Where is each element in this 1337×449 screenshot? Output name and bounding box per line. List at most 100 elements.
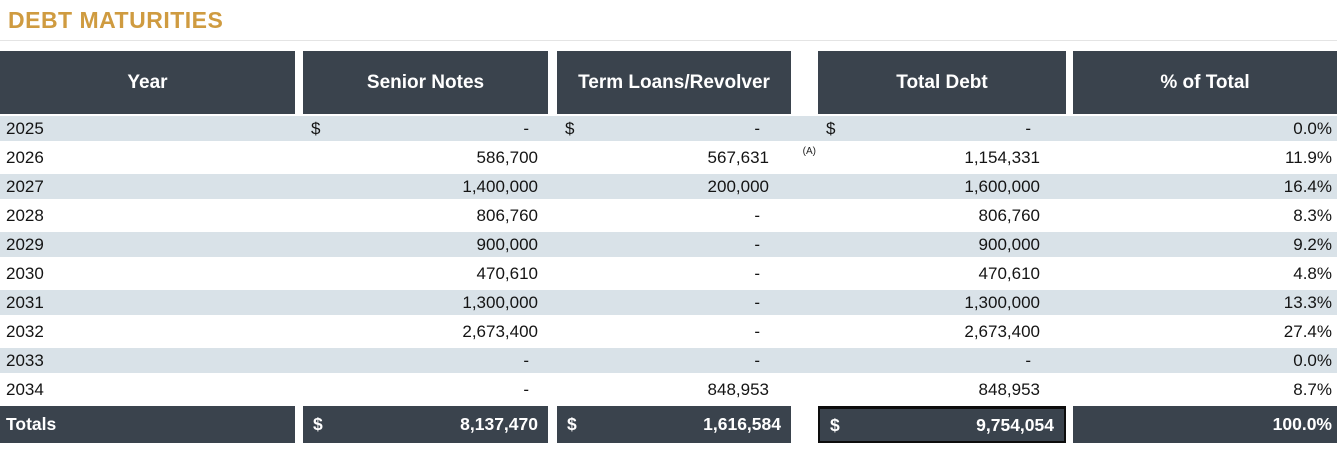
cell-value: 1,400,000 — [462, 176, 538, 196]
total-debt-cell: 1,600,000 — [818, 174, 1066, 199]
total-debt-cell: 900,000 — [818, 232, 1066, 257]
cell-value: 586,700 — [476, 147, 538, 167]
year-cell: 2026 — [6, 147, 44, 167]
senior-notes-cell: 1,400,000 — [303, 174, 548, 199]
senior-notes-cell: 2,673,400 — [303, 317, 548, 346]
header-pct-of-total: % of Total — [1073, 51, 1337, 114]
term-loans-cell: - — [557, 201, 791, 230]
year-cell: 2031 — [6, 292, 44, 312]
cell-value: 1,300,000 — [964, 292, 1040, 312]
pct-of-total-cell: 13.3% — [1283, 292, 1332, 312]
currency-symbol: $ — [311, 118, 321, 138]
total-debt-cell: $ - — [818, 116, 1066, 141]
senior-notes-cell: 806,760 — [303, 201, 548, 230]
senior-notes-cell: 586,700 — [303, 143, 548, 172]
cell-value: - — [523, 118, 529, 138]
total-debt-cell: 470,610 — [818, 259, 1066, 288]
year-cell: 2032 — [6, 321, 44, 341]
senior-notes-cell: 900,000 — [303, 232, 548, 257]
total-debt-cell: 1,154,331 — [818, 143, 1066, 172]
cell-value: - — [523, 379, 529, 399]
currency-symbol: $ — [565, 118, 575, 138]
cell-value: - — [754, 263, 760, 283]
term-loans-cell: - — [557, 348, 791, 373]
cell-value: 1,600,000 — [964, 176, 1040, 196]
term-loans-cell: - — [557, 290, 791, 315]
currency-symbol: $ — [830, 414, 840, 435]
year-cell: 2034 — [6, 379, 44, 399]
cell-value: 806,760 — [978, 205, 1040, 225]
term-loans-cell: 567,631 (A) — [557, 143, 816, 172]
year-cell: 2033 — [6, 350, 44, 370]
currency-symbol: $ — [313, 414, 323, 434]
header-total-debt: Total Debt — [818, 51, 1066, 114]
total-debt-cell: 848,953 — [818, 375, 1066, 404]
cell-value: - — [754, 234, 760, 254]
cell-value: - — [523, 350, 529, 370]
table-row: 2027 1,400,000 200,000 1,600,000 16.4% — [0, 172, 1337, 201]
pct-of-total-cell: 4.8% — [1293, 263, 1332, 283]
debt-maturities-table: Year Senior Notes Term Loans/Revolver To… — [0, 51, 1337, 443]
pct-of-total-cell: 8.3% — [1293, 205, 1332, 225]
cell-value: - — [754, 205, 760, 225]
totals-total-debt-cell: $ 9,754,054 — [818, 406, 1066, 443]
year-cell: 2029 — [6, 234, 44, 254]
header-term-loans-revolver: Term Loans/Revolver — [557, 51, 791, 114]
totals-label: Totals — [0, 406, 295, 443]
pct-of-total-cell: 0.0% — [1293, 118, 1332, 138]
cell-value: 9,754,054 — [976, 414, 1054, 435]
table-row: 2029 900,000 - 900,000 9.2% — [0, 230, 1337, 259]
table-header-row: Year Senior Notes Term Loans/Revolver To… — [0, 51, 1337, 114]
cell-value: - — [1025, 118, 1031, 138]
year-cell: 2030 — [6, 263, 44, 283]
currency-symbol: $ — [567, 414, 577, 434]
senior-notes-cell: - — [303, 348, 548, 373]
cell-value: 900,000 — [476, 234, 538, 254]
pct-of-total-cell: 16.4% — [1283, 176, 1332, 196]
term-loans-cell: - — [557, 317, 791, 346]
year-cell: 2025 — [6, 118, 44, 138]
title-divider — [0, 40, 1337, 41]
senior-notes-cell: 1,300,000 — [303, 290, 548, 315]
header-year: Year — [0, 51, 295, 114]
term-loans-cell: 848,953 — [557, 375, 791, 404]
cell-value: 470,610 — [978, 263, 1040, 283]
table-row: 2031 1,300,000 - 1,300,000 13.3% — [0, 288, 1337, 317]
pct-of-total-cell: 11.9% — [1285, 147, 1332, 167]
page-title: DEBT MATURITIES — [8, 7, 224, 33]
senior-notes-cell: $ - — [303, 116, 548, 141]
footnote-marker: (A) — [802, 146, 816, 157]
cell-value: 567,631 — [707, 147, 769, 167]
totals-pct-cell: 100.0% — [1073, 406, 1337, 443]
cell-value: - — [754, 292, 760, 312]
table-row: 2033 - - - 0.0% — [0, 346, 1337, 375]
senior-notes-cell: 470,610 — [303, 259, 548, 288]
totals-senior-notes-cell: $ 8,137,470 — [303, 406, 548, 443]
total-debt-cell: 1,300,000 — [818, 290, 1066, 315]
cell-value: - — [1025, 350, 1031, 370]
pct-of-total-cell: 8.7% — [1293, 379, 1332, 399]
term-loans-cell: - — [557, 232, 791, 257]
header-senior-notes: Senior Notes — [303, 51, 548, 114]
totals-term-loans-cell: $ 1,616,584 — [557, 406, 791, 443]
cell-value: 2,673,400 — [964, 321, 1040, 341]
cell-value: 806,760 — [476, 205, 538, 225]
term-loans-cell: 200,000 — [557, 174, 791, 199]
cell-value: - — [754, 321, 760, 341]
table-row: 2032 2,673,400 - 2,673,400 27.4% — [0, 317, 1337, 346]
year-cell: 2028 — [6, 205, 44, 225]
cell-value: - — [754, 118, 760, 138]
cell-value: 900,000 — [978, 234, 1040, 254]
cell-value: 1,154,331 — [964, 147, 1040, 167]
table-row: 2026 586,700 567,631 (A) 1,154,331 11.9% — [0, 143, 1337, 172]
term-loans-cell: $ - — [557, 116, 791, 141]
currency-symbol: $ — [826, 118, 836, 138]
total-debt-cell: - — [818, 348, 1066, 373]
term-loans-cell: - — [557, 259, 791, 288]
year-cell: 2027 — [6, 176, 44, 196]
cell-value: 1,616,584 — [703, 414, 781, 434]
pct-of-total-cell: 9.2% — [1293, 234, 1332, 254]
cell-value: 848,953 — [707, 379, 769, 399]
cell-value: 1,300,000 — [462, 292, 538, 312]
